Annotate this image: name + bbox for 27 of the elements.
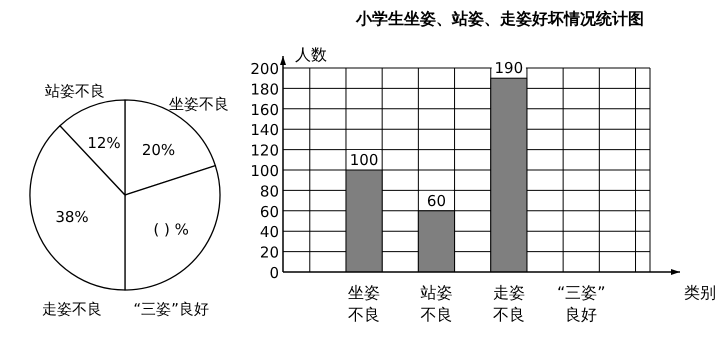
y-tick-label: 200: [250, 60, 279, 78]
y-tick-label: 80: [260, 182, 279, 200]
x-tick-label: “三姿”良好: [556, 283, 606, 324]
y-axis-title: 人数: [295, 45, 327, 64]
data-label: 38%: [55, 208, 89, 226]
y-tick-label: 120: [250, 142, 279, 160]
data-label: 20%: [142, 140, 176, 159]
y-tick-label: 40: [260, 223, 279, 242]
data-label: 190: [494, 59, 524, 78]
x-tick-label: 走姿不良: [492, 283, 525, 324]
y-tick-label: 160: [250, 100, 279, 119]
y-tick-label: 100: [250, 162, 279, 180]
y-tick-label: 60: [260, 202, 279, 221]
y-tick-label: 140: [250, 121, 279, 140]
y-tick-label: 20: [260, 244, 279, 262]
y-tick-label: 180: [250, 80, 279, 98]
x-tick-label: 坐姿不良: [348, 283, 380, 324]
x-tick-label: 站姿不良: [420, 283, 452, 324]
slice-label: 站姿不良: [44, 82, 105, 100]
data-label: 60: [426, 192, 446, 210]
y-tick-label: 0: [269, 264, 279, 282]
data-label: 12%: [87, 134, 121, 152]
x-axis-title: 类别: [684, 283, 716, 302]
chart-title: 小学生坐姿、站姿、走姿好坏情况统计图: [355, 9, 644, 28]
data-label: 100: [350, 151, 378, 169]
slice-label: 坐姿不良: [169, 94, 230, 113]
data-label: ( ) %: [153, 220, 189, 239]
